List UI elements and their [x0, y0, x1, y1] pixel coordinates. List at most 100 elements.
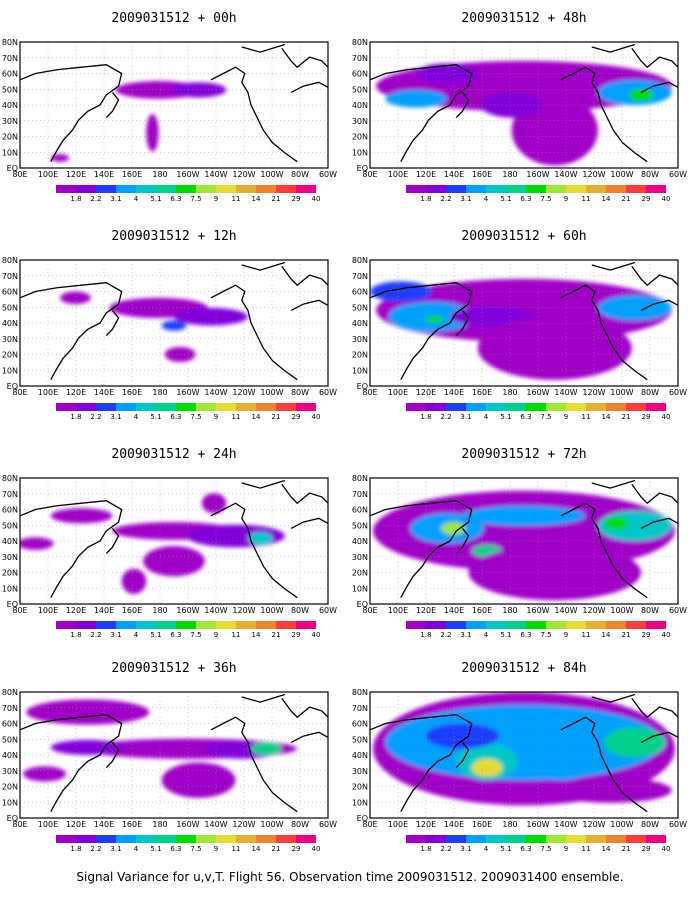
lon-tick-label: 160W — [526, 820, 549, 829]
colorbar-swatch — [446, 835, 466, 843]
coastline — [370, 500, 473, 599]
lon-tick-label: 160W — [176, 170, 199, 179]
colorbar-swatch — [426, 621, 446, 629]
colorbar-swatch — [116, 621, 136, 629]
lon-tick-label: 80W — [641, 820, 659, 829]
lat-tick-label: 10N — [2, 148, 18, 157]
colorbar-swatch — [176, 403, 196, 411]
lon-tick-label: 120E — [66, 820, 86, 829]
variance-contour — [628, 88, 654, 102]
colorbar-label: 3.1 — [460, 413, 471, 421]
lon-tick-label: 160E — [472, 820, 492, 829]
colorbar-swatch — [466, 403, 486, 411]
colorbar-swatch — [196, 835, 216, 843]
lat-tick-label: EQ — [7, 814, 18, 823]
colorbar-label: 29 — [642, 631, 651, 639]
colorbar-swatch — [276, 403, 296, 411]
variance-contour — [161, 320, 187, 331]
lon-tick-label: 140E — [94, 388, 114, 397]
lat-tick-label: 40N — [352, 537, 368, 546]
lat-tick-label: 40N — [352, 101, 368, 110]
lat-tick-label: 20N — [352, 133, 368, 142]
colorbar-swatch — [646, 185, 666, 193]
colorbar-swatch — [546, 403, 566, 411]
variance-contour — [604, 517, 629, 530]
lon-tick-label: 80E — [12, 820, 27, 829]
colorbar-swatch — [566, 185, 586, 193]
lon-tick-label: 60W — [669, 606, 687, 615]
variance-contour — [425, 315, 444, 323]
variance-contour — [161, 762, 236, 798]
colorbar-label: 3.1 — [110, 631, 121, 639]
panel-title: 2009031512 + 24h — [111, 447, 236, 462]
lat-tick-label: 10N — [2, 584, 18, 593]
map-panel: 2009031512 + 24h 80N 70N 60N 50N 40N 30N 20N 10N… — [2, 447, 337, 639]
lon-tick-label: 60W — [319, 170, 337, 179]
lon-tick-label: 140W — [204, 606, 227, 615]
coastline — [370, 282, 473, 381]
colorbar-swatch — [626, 835, 646, 843]
lat-tick-label: EQ — [7, 382, 18, 391]
colorbar-swatch — [156, 621, 176, 629]
colorbar-swatch — [256, 185, 276, 193]
lon-tick-label: 100E — [388, 170, 408, 179]
colorbar-label: 5.1 — [500, 631, 511, 639]
coastline — [591, 43, 636, 53]
lat-tick-label: 70N — [2, 272, 18, 281]
lon-tick-label: 120E — [416, 388, 436, 397]
lon-tick-label: 160E — [472, 606, 492, 615]
lat-tick-label: 30N — [2, 335, 18, 344]
colorbar-swatch — [256, 403, 276, 411]
lon-tick-label: 180 — [502, 388, 517, 397]
colorbar-label: 40 — [662, 845, 671, 853]
colorbar-label: 40 — [662, 413, 671, 421]
variance-contour — [247, 532, 273, 545]
coastline — [210, 502, 298, 599]
colorbar-swatch — [236, 835, 256, 843]
colorbar-label: 4 — [484, 845, 489, 853]
colorbar-label: 6.3 — [520, 631, 531, 639]
colorbar-swatch — [526, 621, 546, 629]
colorbar-swatch — [406, 403, 426, 411]
colorbar-label: 9 — [214, 631, 218, 639]
colorbar-label: 29 — [292, 845, 301, 853]
colorbar-label: 11 — [582, 845, 591, 853]
lat-tick-label: 50N — [352, 735, 368, 744]
lon-tick-label: 180 — [502, 820, 517, 829]
colorbar-swatch — [406, 185, 426, 193]
colorbar-label: 11 — [232, 631, 241, 639]
colorbar-swatch — [486, 185, 506, 193]
lat-tick-label: 40N — [2, 319, 18, 328]
colorbar-label: 9 — [564, 845, 568, 853]
colorbar-swatch — [236, 185, 256, 193]
lon-tick-label: 100E — [38, 606, 58, 615]
colorbar-swatch — [96, 835, 116, 843]
variance-contour — [480, 92, 543, 118]
colorbar-swatch — [196, 185, 216, 193]
coastline — [631, 697, 678, 719]
lon-tick-label: 120W — [582, 606, 605, 615]
map-panel: 2009031512 + 72h 80N 70N 60N 50N 40N 30N 20N 10N… — [352, 447, 687, 639]
panel-title: 2009031512 + 48h — [461, 11, 586, 26]
map-frame — [19, 477, 329, 605]
lon-tick-label: 100W — [260, 820, 283, 829]
coastline — [241, 479, 286, 489]
lat-tick-label: 20N — [352, 569, 368, 578]
lat-tick-label: 40N — [2, 101, 18, 110]
colorbar-swatch — [626, 403, 646, 411]
lon-tick-label: 80W — [641, 606, 659, 615]
lat-tick-label: 40N — [352, 319, 368, 328]
variance-contour — [477, 316, 632, 380]
colorbar-swatch — [236, 621, 256, 629]
colorbar-label: 40 — [312, 413, 321, 421]
colorbar-label: 1.8 — [420, 845, 431, 853]
lon-tick-label: 80E — [362, 170, 377, 179]
colorbar-label: 21 — [622, 845, 631, 853]
colorbar-label: 3.1 — [110, 195, 121, 203]
colorbar-swatch — [606, 403, 626, 411]
colorbar-swatch — [296, 835, 316, 843]
coastline — [560, 66, 648, 163]
colorbar-label: 1.8 — [70, 845, 81, 853]
colorbar-label: 29 — [642, 413, 651, 421]
map-frame — [369, 477, 679, 605]
